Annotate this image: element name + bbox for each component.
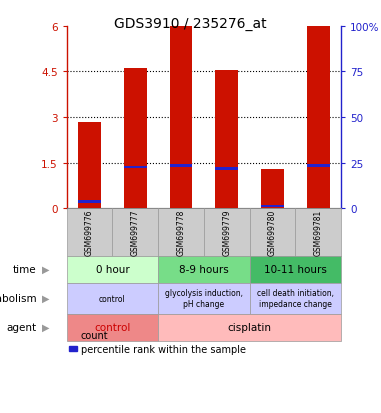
Bar xyxy=(67,314,158,341)
Text: GSM699777: GSM699777 xyxy=(131,209,140,256)
Text: count: count xyxy=(81,330,109,340)
Bar xyxy=(124,166,147,169)
Text: 0 hour: 0 hour xyxy=(96,264,129,275)
Bar xyxy=(69,347,77,351)
Text: agent: agent xyxy=(6,322,36,332)
Bar xyxy=(69,333,77,338)
Bar xyxy=(307,27,330,209)
Bar xyxy=(170,165,192,168)
Text: GSM699781: GSM699781 xyxy=(314,209,323,255)
Text: metabolism: metabolism xyxy=(0,293,36,304)
Bar xyxy=(158,283,250,314)
Text: GSM699778: GSM699778 xyxy=(176,209,186,256)
Bar xyxy=(215,168,238,171)
Bar xyxy=(204,209,250,256)
Bar xyxy=(67,209,112,256)
Text: GSM699779: GSM699779 xyxy=(222,209,231,256)
Bar xyxy=(250,209,295,256)
Bar xyxy=(67,283,158,314)
Text: glycolysis induction,
pH change: glycolysis induction, pH change xyxy=(165,289,243,308)
Bar xyxy=(112,209,158,256)
Text: 10-11 hours: 10-11 hours xyxy=(264,264,327,275)
Bar xyxy=(215,71,238,209)
Text: GSM699780: GSM699780 xyxy=(268,209,277,256)
Bar xyxy=(158,314,341,341)
Text: control: control xyxy=(94,322,131,332)
Text: GSM699776: GSM699776 xyxy=(85,209,94,256)
Text: time: time xyxy=(13,264,36,275)
Bar xyxy=(67,256,158,283)
Bar xyxy=(124,69,147,209)
Bar xyxy=(295,209,341,256)
Text: percentile rank within the sample: percentile rank within the sample xyxy=(81,344,246,354)
Bar xyxy=(250,256,341,283)
Text: ▶: ▶ xyxy=(42,264,50,275)
Text: cisplatin: cisplatin xyxy=(227,322,272,332)
Text: GDS3910 / 235276_at: GDS3910 / 235276_at xyxy=(114,17,267,31)
Bar xyxy=(158,256,250,283)
Bar xyxy=(307,165,330,168)
Text: ▶: ▶ xyxy=(42,322,50,332)
Bar xyxy=(78,201,101,203)
Bar xyxy=(261,169,284,209)
Text: 8-9 hours: 8-9 hours xyxy=(179,264,229,275)
Bar xyxy=(158,209,204,256)
Bar xyxy=(261,205,284,208)
Bar xyxy=(250,283,341,314)
Text: cell death initiation,
impedance change: cell death initiation, impedance change xyxy=(257,289,334,308)
Text: control: control xyxy=(99,294,126,303)
Bar xyxy=(170,27,192,209)
Text: ▶: ▶ xyxy=(42,293,50,304)
Bar xyxy=(78,122,101,209)
